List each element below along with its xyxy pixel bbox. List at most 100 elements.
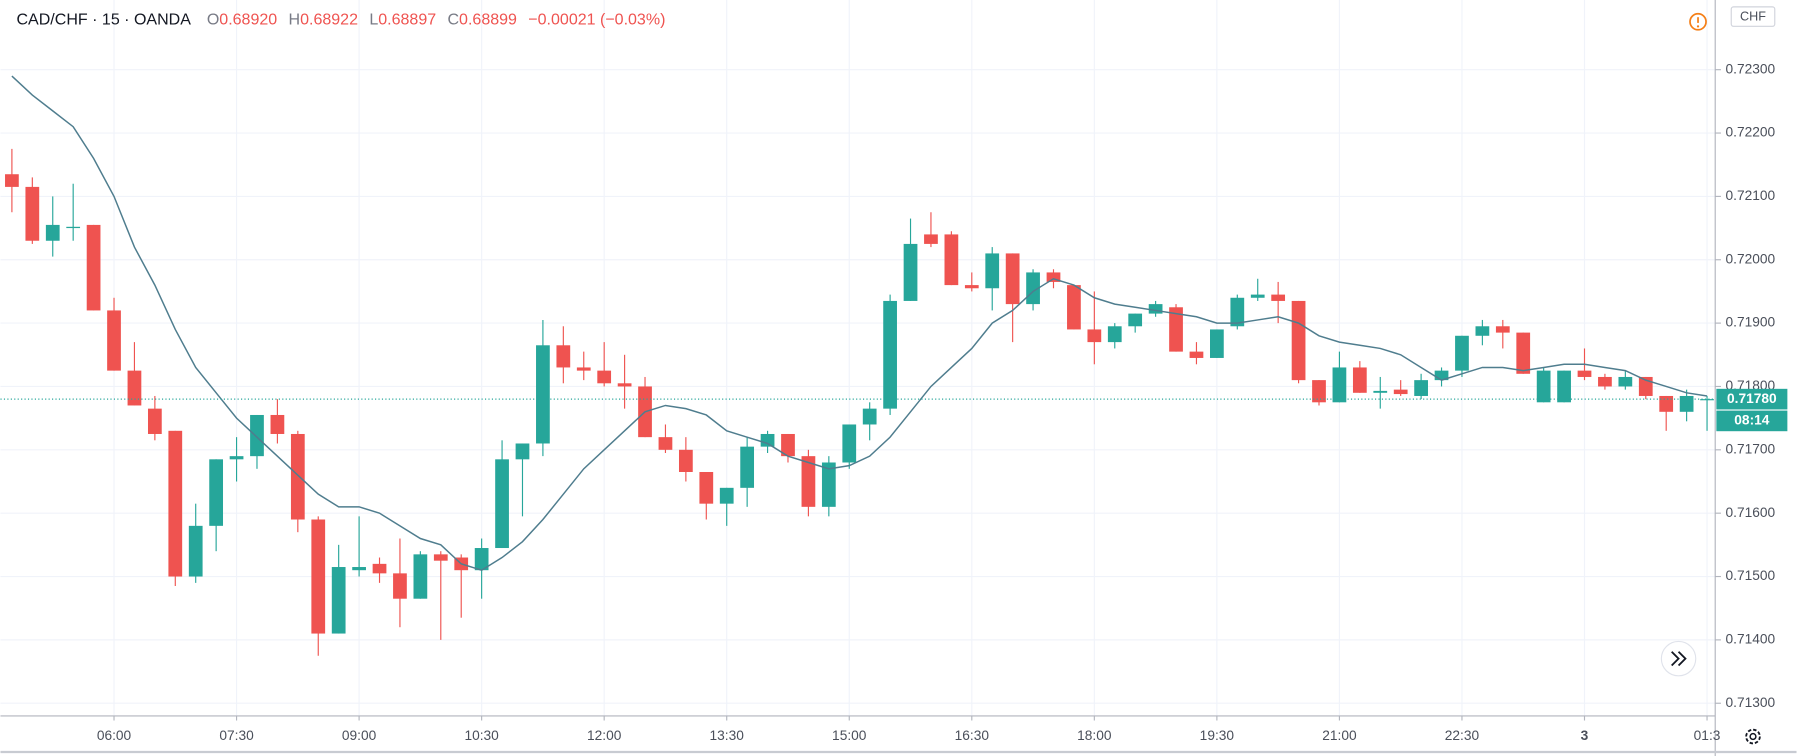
- settings-icon[interactable]: [1745, 728, 1761, 745]
- candle-body: [352, 567, 366, 571]
- ohlc-value: 0.68922: [300, 11, 358, 29]
- candle-body: [821, 462, 836, 507]
- candle-body: [1577, 370, 1592, 377]
- candle-body: [25, 186, 40, 241]
- price-label: 0.71780: [1727, 391, 1777, 406]
- candle-body: [1393, 389, 1408, 395]
- candle-body: [1128, 313, 1143, 327]
- candle-body: [944, 234, 959, 286]
- ohlc-value: 0.68897: [378, 11, 436, 29]
- candle-body: [1189, 351, 1204, 358]
- candle-body: [1495, 326, 1510, 333]
- candle-body: [45, 224, 60, 241]
- candle-body: [1271, 294, 1286, 301]
- x-tick-label: 15:00: [832, 728, 867, 743]
- candle-body: [1700, 399, 1714, 401]
- candle-body: [147, 408, 162, 434]
- ohlc-letter: H: [289, 11, 301, 29]
- x-tick-label: 09:00: [342, 728, 377, 743]
- candle-body: [1414, 380, 1428, 396]
- y-tick-label: 0.71400: [1726, 632, 1776, 647]
- candle-body: [229, 456, 244, 460]
- candle-body: [801, 456, 816, 507]
- x-tick-label: 16:30: [955, 728, 990, 743]
- alert-icon[interactable]: [1689, 12, 1707, 31]
- candle-body: [86, 224, 101, 311]
- candle-body: [515, 443, 530, 460]
- candle-body: [617, 383, 632, 387]
- candle-body: [1067, 285, 1081, 330]
- candle-body: [270, 414, 285, 434]
- candle-body: [1148, 304, 1163, 314]
- candle-body: [1557, 370, 1571, 403]
- scroll-button[interactable]: [1660, 640, 1697, 677]
- x-tick-label: 10:30: [464, 728, 499, 743]
- candle-body: [1026, 272, 1040, 305]
- candle-body: [1250, 294, 1265, 298]
- candle-body: [495, 459, 509, 549]
- candle-body: [1434, 370, 1449, 381]
- currency-box: [1730, 6, 1776, 27]
- candle-body: [1107, 326, 1122, 343]
- candle-body: [740, 446, 755, 488]
- candle-body: [964, 285, 979, 289]
- candle-body: [556, 345, 571, 368]
- moving-average: [11, 75, 1708, 572]
- candle-body: [372, 563, 387, 574]
- y-tick-label: 0.72300: [1726, 61, 1776, 76]
- candle-body: [1475, 326, 1490, 336]
- candle-body: [209, 459, 224, 526]
- x-tick-label: 22:30: [1445, 728, 1480, 743]
- x-tick-label: 07:30: [219, 728, 254, 743]
- x-tick-label: 19:30: [1200, 728, 1235, 743]
- axes: 0.723000.722000.721000.720000.719000.718…: [97, 61, 1788, 743]
- currency: CHF: [1740, 10, 1766, 24]
- candle-body: [1536, 370, 1551, 403]
- candle-body: [760, 433, 775, 447]
- candle-body: [290, 433, 305, 520]
- header: CAD/CHF · 15 · OANDA O0.68920 H0.68922 L…: [17, 11, 666, 29]
- candle-body: [1291, 300, 1306, 381]
- candle-body: [536, 345, 550, 444]
- candle-body: [862, 408, 877, 425]
- x-tick-label: 21:00: [1322, 728, 1357, 743]
- x-tick-label: 01:3: [1694, 728, 1721, 743]
- price-badge: [1716, 388, 1788, 410]
- grid: [0, 0, 1716, 716]
- candle-body: [903, 243, 918, 301]
- candle-body: [107, 310, 121, 371]
- candle-body: [168, 430, 183, 577]
- ohlc-letter: C: [447, 11, 459, 29]
- candle-body: [311, 519, 326, 634]
- candle-body: [1516, 332, 1531, 374]
- candle-body: [1352, 367, 1367, 393]
- candle-body: [883, 300, 897, 409]
- ohlc-value: 0.68920: [219, 11, 277, 29]
- candle-body: [658, 437, 673, 450]
- candle-body: [842, 424, 857, 463]
- x-tick-label: 13:30: [710, 728, 745, 743]
- candle-body: [781, 433, 795, 457]
- candle-body: [1169, 307, 1183, 352]
- x-tick-label: 06:00: [97, 728, 132, 743]
- candle-body: [1005, 253, 1020, 305]
- candle-body: [1230, 297, 1245, 327]
- candle-body: [597, 370, 612, 384]
- candle-body: [1087, 329, 1102, 343]
- candle-body: [66, 226, 81, 229]
- candle-body: [127, 370, 142, 406]
- candle-body: [1210, 329, 1224, 358]
- countdown: 08:14: [1734, 413, 1769, 428]
- candle-body: [678, 449, 693, 472]
- candle-body: [1046, 272, 1061, 282]
- ohlc-letter: L: [369, 11, 378, 29]
- candle-body: [393, 573, 407, 599]
- candle-body: [433, 554, 448, 561]
- candle-body: [1373, 390, 1388, 393]
- candle-body: [413, 554, 428, 599]
- ohlc-letter: O: [207, 11, 219, 29]
- y-tick-label: 0.72200: [1726, 125, 1776, 140]
